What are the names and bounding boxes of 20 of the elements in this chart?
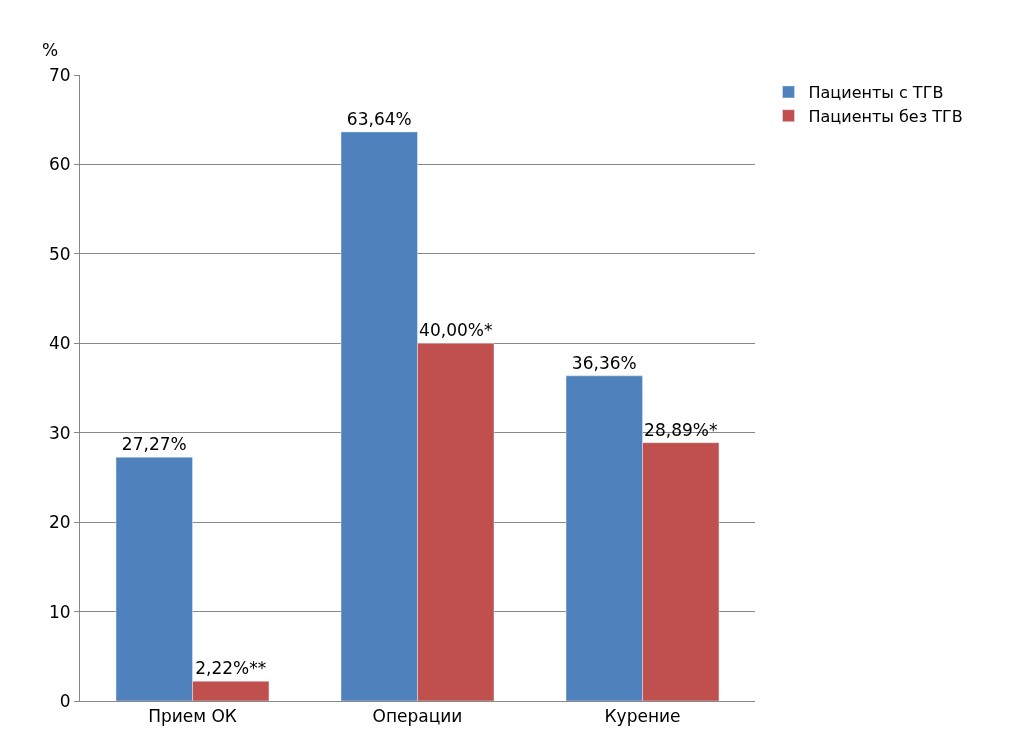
data-label: 28,89%* — [644, 419, 718, 440]
data-label: 27,27% — [121, 434, 187, 455]
data-label: 63,64% — [346, 108, 412, 129]
y-tick-label: 60 — [48, 154, 71, 175]
y-tick-label: 30 — [48, 422, 71, 443]
data-label: 36,36% — [571, 352, 637, 373]
legend-label: Пациенты без ТГВ — [808, 106, 963, 126]
x-tick-label: Прием ОК — [148, 706, 237, 727]
y-tick-label: 20 — [48, 512, 71, 533]
legend-label: Пациенты с ТГВ — [808, 83, 944, 103]
y-tick-label: 50 — [48, 243, 71, 264]
data-label: 40,00%* — [419, 320, 493, 341]
y-axis-title: % — [42, 40, 59, 60]
y-tick-label: 0 — [59, 690, 71, 711]
data-label: 2,22%** — [195, 658, 267, 679]
x-tick-label: Операции — [372, 706, 463, 727]
y-tick-label: 10 — [48, 601, 71, 622]
y-tick-label: 70 — [48, 64, 71, 85]
x-tick-label: Курение — [604, 706, 681, 727]
y-tick-label: 40 — [48, 333, 71, 354]
